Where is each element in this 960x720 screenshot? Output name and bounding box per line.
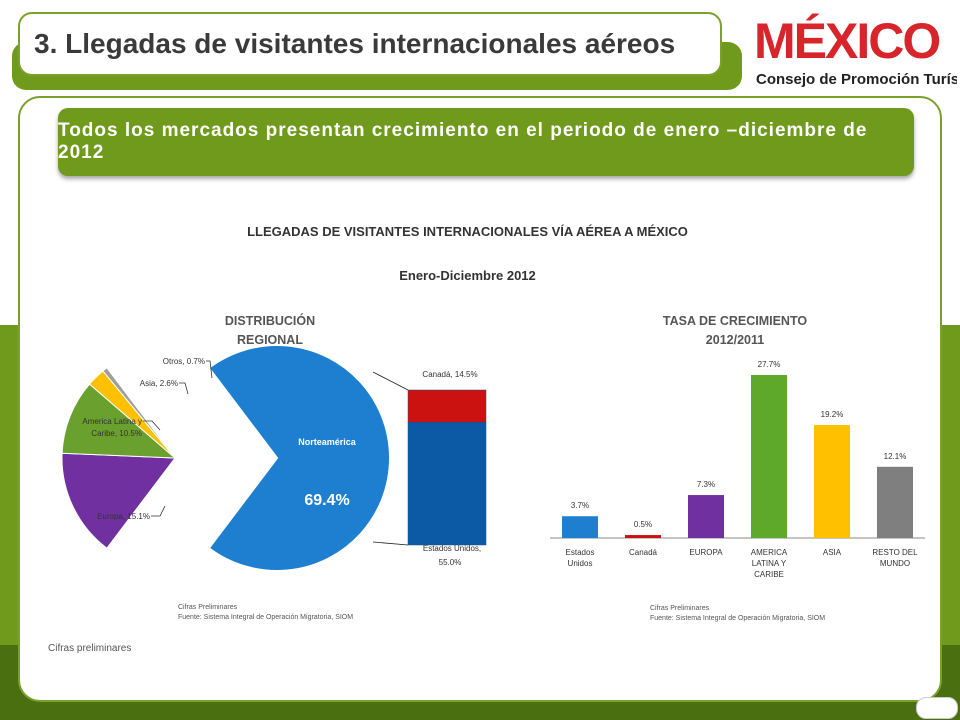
pie-label-1-line1: Europa, 15.1% <box>97 512 150 521</box>
bar-category-0-line2: Unidos <box>568 559 593 568</box>
breakdown-segment-estados-unidos <box>407 422 487 546</box>
pie-slice-america-latina-y-caribe <box>61 383 177 459</box>
bar-note-line1: Cifras Preliminares <box>650 605 710 612</box>
bar-value-5: 12.1% <box>884 452 907 461</box>
logo-subtitle: Consejo de Promoción Turística <box>756 71 957 88</box>
pie-slice-europa <box>61 452 176 549</box>
bar-category-3-line3: CARIBE <box>754 570 784 579</box>
pie-value-norteamerica: 69.4% <box>304 492 349 509</box>
pie-label-norteamerica: Norteamérica <box>298 437 357 447</box>
bar-title-line2: 2012/2011 <box>705 333 765 347</box>
footer-note: Cifras preliminares <box>48 643 132 654</box>
bar-category-5-line2: MUNDO <box>880 559 910 568</box>
breakdown-label-canada: Canadá, 14.5% <box>422 370 477 379</box>
bar-value-1: 0.5% <box>634 520 652 529</box>
headline-banner: Todos los mercados presentan crecimiento… <box>58 108 914 176</box>
pie-title-line1: DISTRIBUCIÓN <box>224 314 316 328</box>
bar-3 <box>751 375 787 538</box>
bar-title-line1: TASA DE CRECIMIENTO <box>662 314 808 328</box>
bar-1 <box>625 535 661 538</box>
bar-note: Cifras Preliminares Fuente: Sistema Inte… <box>650 604 825 624</box>
pie-slice-otros <box>102 367 176 459</box>
leader-line-europa <box>151 505 166 517</box>
breakdown-label-us-line2: 55.0% <box>439 558 462 567</box>
chart-period: Enero-Diciembre 2012 <box>399 268 536 283</box>
pie-note: Cifras Preliminares Fuente: Sistema Inte… <box>178 603 353 623</box>
bar-note-line2: Fuente: Sistema Integral de Operación Mi… <box>650 615 826 622</box>
bar-section-title: TASA DE CRECIMIENTO 2012/2011 <box>630 312 840 350</box>
pie-label-2-line2: Caribe, 10.5% <box>91 429 142 438</box>
bar-category-1-line1: Canadá <box>629 548 658 557</box>
bar-category-3-line1: AMERICA <box>751 548 788 557</box>
page-title: 3. Llegadas de visitantes internacionale… <box>34 28 676 59</box>
connector-top <box>372 371 409 391</box>
pie-label-4-line1: Otros, 0.7% <box>163 357 205 366</box>
breakdown-segment-canadá <box>407 389 487 423</box>
leader-line-america-latina <box>143 420 161 431</box>
chart-title: LLEGADAS DE VISITANTES INTERNACIONALES V… <box>247 224 688 239</box>
bar-5 <box>877 466 913 538</box>
breakdown-label-us-line1: Estados Unidos, <box>423 544 481 553</box>
pie-note-line2: Fuente: Sistema Integral de Operación Mi… <box>178 614 354 621</box>
bar-value-2: 7.3% <box>697 480 715 489</box>
bar-value-4: 19.2% <box>821 410 844 419</box>
pie-slice-norteamerica <box>207 344 391 572</box>
connector-bottom <box>372 541 409 546</box>
bar-category-4-line1: ASIA <box>823 548 842 557</box>
bar-category-3-line2: LATINA Y <box>752 559 787 568</box>
banner-text: Todos los mercados presentan crecimiento… <box>58 120 868 163</box>
pie-label-2-line1: America Latina y <box>82 417 142 426</box>
mexico-logo: MÉXICO Consejo de Promoción Turística <box>754 13 957 88</box>
leader-line-asia <box>179 382 189 395</box>
leader-line-otros <box>206 360 213 379</box>
pie-section-title: DISTRIBUCIÓN REGIONAL <box>190 312 350 350</box>
bar-0 <box>562 516 598 538</box>
title-box: 3. Llegadas de visitantes internacionale… <box>18 12 722 76</box>
bar-value-3: 27.7% <box>758 360 781 369</box>
pie-note-line1: Cifras Preliminares <box>178 604 238 611</box>
bar-category-2-line1: EUROPA <box>689 548 723 557</box>
bar-2 <box>688 495 724 538</box>
page-indicator <box>916 697 958 719</box>
pie-title-line2: REGIONAL <box>237 333 303 347</box>
bar-value-0: 3.7% <box>571 501 589 510</box>
bar-4 <box>814 425 850 538</box>
logo-text: MÉXICO <box>754 13 939 69</box>
pie-label-3-line1: Asia, 2.6% <box>140 379 178 388</box>
bar-category-0-line1: Estados <box>566 548 595 557</box>
bar-category-5-line1: RESTO DEL <box>872 548 918 557</box>
